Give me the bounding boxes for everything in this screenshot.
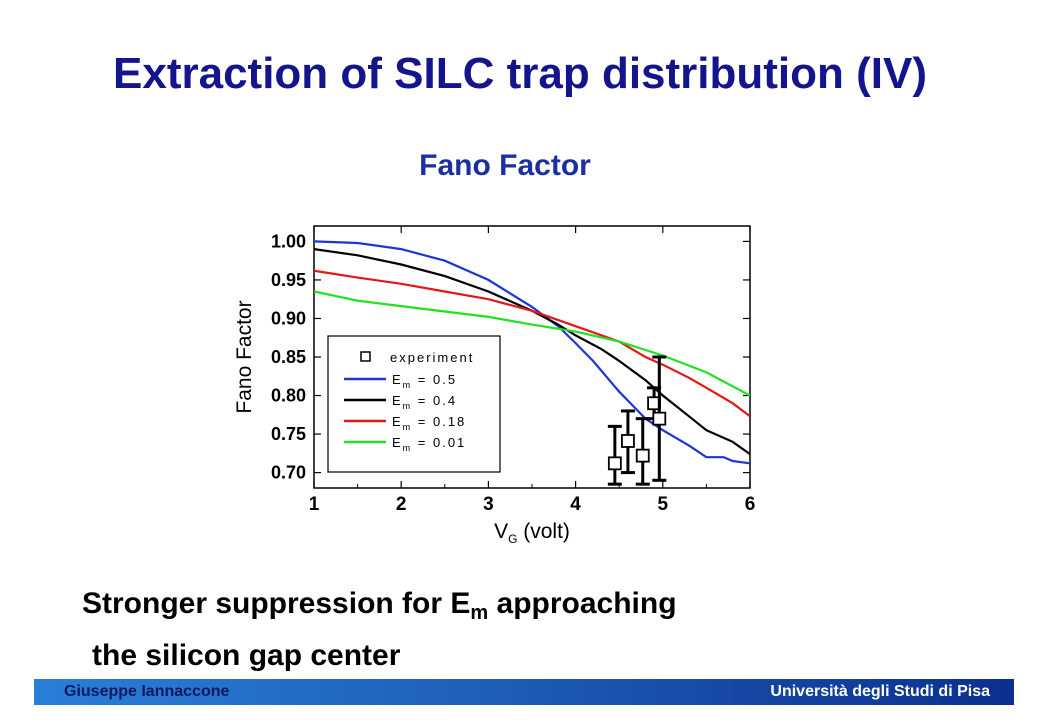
x-axis-label: VG (volt) xyxy=(494,520,570,546)
y-tick-label: 0.75 xyxy=(271,424,306,444)
x-tick-label: 5 xyxy=(658,494,669,515)
caption-text-post: approaching xyxy=(488,587,677,620)
series-line xyxy=(314,248,750,455)
legend-marker-experiment xyxy=(360,351,371,362)
slide-title: Extraction of SILC trap distribution (IV… xyxy=(113,49,927,98)
y-tick-label: 0.90 xyxy=(271,308,306,328)
y-tick-label: 0.70 xyxy=(271,463,306,483)
x-tick-label: 2 xyxy=(396,494,407,515)
footer-bar: Giuseppe Iannaccone Università degli Stu… xyxy=(34,679,1014,705)
legend-label: Em = 0.01 xyxy=(392,435,466,453)
caption-text-pre: Stronger suppression for E xyxy=(82,587,471,620)
y-tick-label: 0.85 xyxy=(271,347,306,367)
experiment-point xyxy=(621,434,635,448)
y-tick-label: 0.95 xyxy=(271,270,306,290)
y-tick-label: 0.80 xyxy=(271,386,306,406)
footer-author: Giuseppe Iannaccone xyxy=(64,683,230,700)
legend-label: Em = 0.4 xyxy=(392,393,457,411)
experiment-point xyxy=(607,456,622,471)
series-line xyxy=(314,269,750,418)
caption-line-1: Stronger suppression for Em approaching xyxy=(82,586,677,631)
legend-label-experiment: experiment xyxy=(390,350,474,365)
caption-subscript: m xyxy=(470,602,489,624)
experiment-point xyxy=(635,448,650,463)
legend-label: Em = 0.5 xyxy=(392,372,457,390)
x-tick-label: 1 xyxy=(309,494,320,515)
chart-subtitle: Fano Factor xyxy=(419,149,591,182)
legend-label: Em = 0.18 xyxy=(392,414,466,432)
series-line xyxy=(314,290,750,397)
x-tick-label: 3 xyxy=(483,494,494,515)
caption-line-2: the silicon gap center xyxy=(92,639,401,672)
x-tick-label: 4 xyxy=(570,494,581,515)
series-line xyxy=(314,240,750,465)
footer-institution: Università degli Studi di Pisa xyxy=(770,683,990,700)
legend-box xyxy=(327,335,501,473)
experiment-point xyxy=(652,411,667,426)
y-axis-label: Fano Factor xyxy=(233,300,256,413)
x-tick-label: 6 xyxy=(745,494,756,515)
y-tick-label: 1.00 xyxy=(271,231,306,251)
